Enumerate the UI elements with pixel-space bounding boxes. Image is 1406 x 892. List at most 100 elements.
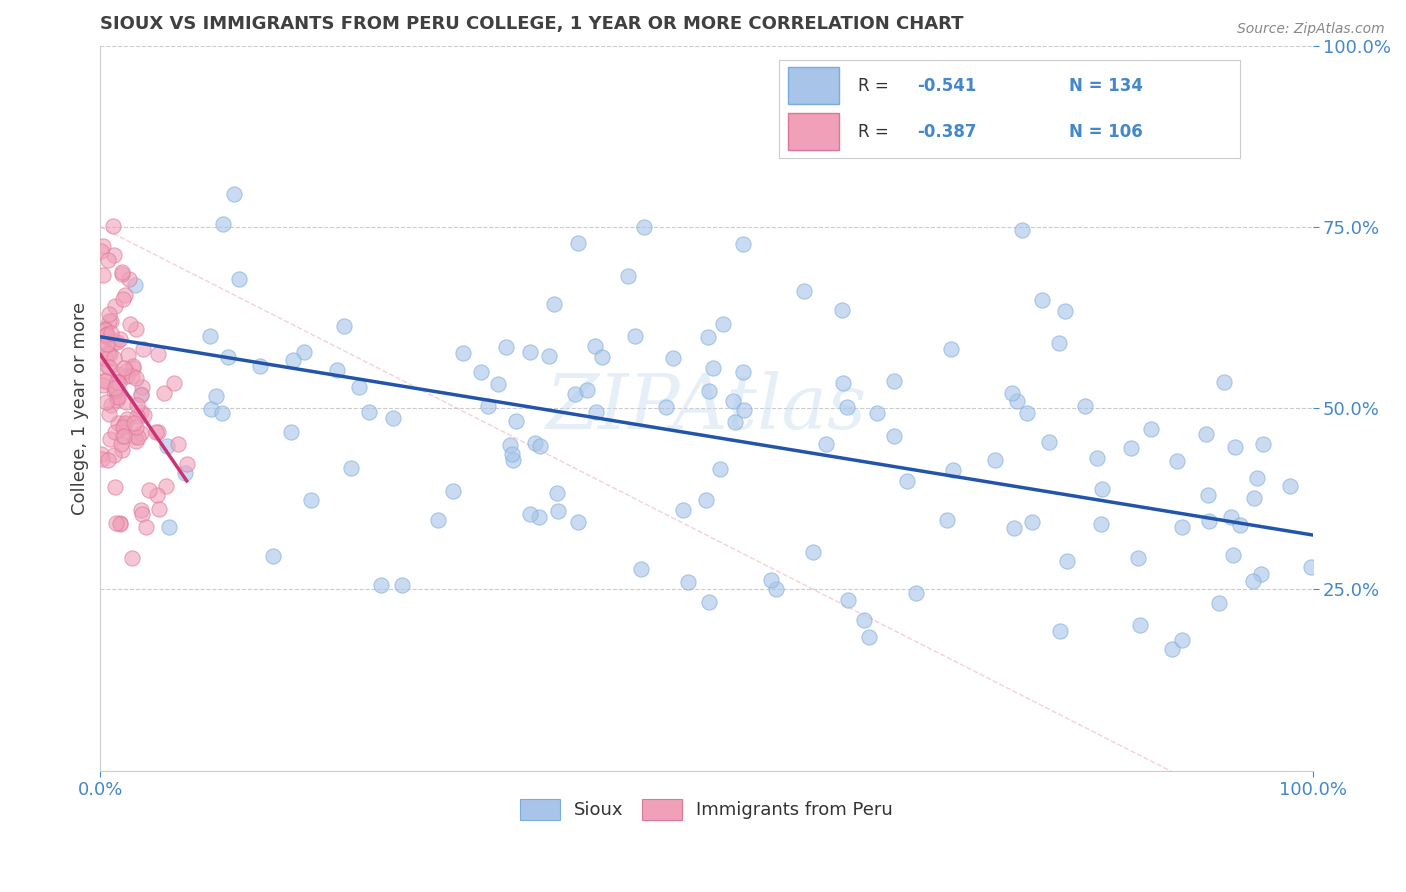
Point	[529, 510, 551, 524]
Point	[546, 486, 568, 500]
Point	[630, 562, 652, 576]
Point	[111, 265, 134, 279]
Point	[853, 613, 876, 627]
Point	[103, 351, 125, 365]
Point	[166, 436, 188, 450]
Point	[623, 329, 645, 343]
Point	[97, 314, 120, 328]
Point	[97, 359, 120, 374]
Point	[105, 516, 128, 530]
Point	[108, 516, 131, 531]
Point	[91, 343, 114, 357]
Point	[543, 296, 565, 310]
Point	[1208, 596, 1230, 610]
Point	[1140, 422, 1163, 436]
Point	[1021, 515, 1043, 529]
Point	[1229, 517, 1251, 532]
Point	[502, 453, 524, 467]
Point	[104, 480, 127, 494]
Point	[96, 359, 118, 374]
Point	[103, 334, 125, 349]
Point	[655, 401, 678, 415]
Point	[1002, 521, 1025, 535]
Point	[1049, 624, 1071, 638]
Point	[519, 507, 541, 521]
Point	[90, 447, 112, 461]
Point	[110, 436, 132, 450]
Point	[281, 352, 304, 367]
Point	[127, 409, 149, 423]
Point	[124, 277, 146, 292]
Point	[138, 483, 160, 497]
Point	[108, 332, 131, 346]
Point	[567, 515, 589, 529]
Point	[93, 373, 115, 387]
Point	[1074, 399, 1097, 413]
Point	[1171, 633, 1194, 648]
Point	[98, 432, 121, 446]
Point	[1170, 520, 1192, 534]
Point	[104, 383, 127, 397]
Point	[115, 369, 138, 384]
Point	[111, 429, 134, 443]
Point	[125, 370, 148, 384]
Point	[174, 466, 197, 480]
Point	[135, 520, 157, 534]
Point	[370, 577, 392, 591]
Point	[499, 438, 522, 452]
Point	[129, 388, 152, 402]
Point	[1053, 304, 1076, 318]
Point	[697, 330, 720, 344]
Point	[176, 457, 198, 471]
Point	[1161, 641, 1184, 656]
Point	[105, 375, 128, 389]
Point	[100, 347, 122, 361]
Point	[1007, 394, 1029, 409]
Point	[125, 420, 148, 434]
Point	[131, 507, 153, 521]
Point	[94, 323, 117, 337]
Point	[228, 272, 250, 286]
Point	[105, 393, 128, 408]
Point	[1220, 510, 1243, 524]
Point	[97, 407, 120, 421]
Point	[904, 586, 927, 600]
Point	[547, 504, 569, 518]
Point	[1056, 554, 1078, 568]
Point	[832, 376, 855, 391]
Y-axis label: College, 1 year or more: College, 1 year or more	[72, 301, 89, 515]
Point	[835, 400, 858, 414]
Point	[148, 425, 170, 439]
Point	[583, 339, 606, 353]
Point	[1119, 441, 1142, 455]
Point	[94, 394, 117, 409]
Point	[108, 367, 131, 381]
Point	[101, 219, 124, 233]
Point	[200, 402, 222, 417]
Point	[1017, 406, 1039, 420]
Point	[633, 220, 655, 235]
Point	[1087, 451, 1109, 466]
Point	[198, 329, 221, 343]
Point	[1241, 574, 1264, 588]
Point	[100, 398, 122, 412]
Point	[441, 483, 464, 498]
Legend: Sioux, Immigrants from Peru: Sioux, Immigrants from Peru	[513, 791, 900, 827]
Point	[96, 330, 118, 344]
Point	[801, 545, 824, 559]
Point	[814, 437, 837, 451]
Point	[883, 375, 905, 389]
Point	[124, 430, 146, 444]
Point	[711, 318, 734, 332]
Point	[96, 337, 118, 351]
Point	[100, 314, 122, 328]
Point	[121, 359, 143, 373]
Point	[575, 383, 598, 397]
Point	[125, 398, 148, 412]
Point	[470, 365, 492, 379]
Point	[121, 369, 143, 384]
Point	[104, 381, 127, 395]
Point	[132, 342, 155, 356]
Point	[105, 334, 128, 349]
Point	[495, 340, 517, 354]
